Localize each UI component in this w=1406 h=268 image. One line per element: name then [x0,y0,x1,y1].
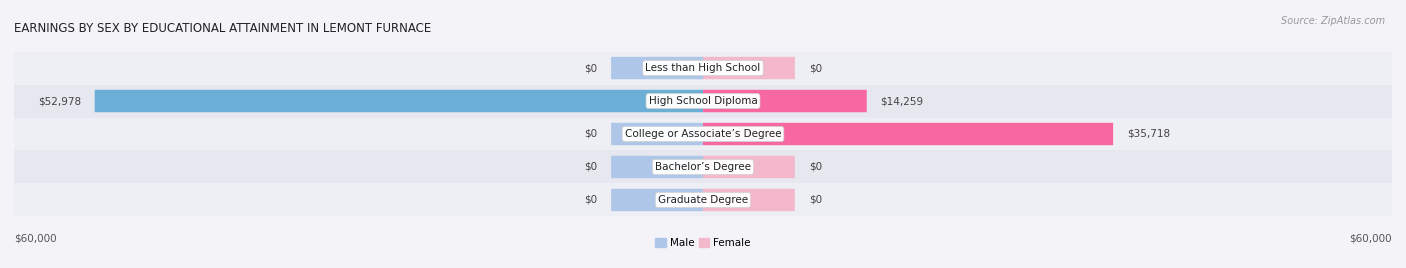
FancyBboxPatch shape [703,189,794,211]
Text: Bachelor’s Degree: Bachelor’s Degree [655,162,751,172]
Text: $0: $0 [808,63,821,73]
Text: High School Diploma: High School Diploma [648,96,758,106]
Text: Less than High School: Less than High School [645,63,761,73]
Text: $35,718: $35,718 [1126,129,1170,139]
Text: $0: $0 [585,63,598,73]
FancyBboxPatch shape [703,156,794,178]
FancyBboxPatch shape [612,156,703,178]
FancyBboxPatch shape [703,90,866,112]
Text: $14,259: $14,259 [880,96,924,106]
FancyBboxPatch shape [612,189,703,211]
Text: College or Associate’s Degree: College or Associate’s Degree [624,129,782,139]
Bar [14,84,1392,117]
Text: $0: $0 [585,162,598,172]
Text: $0: $0 [808,162,821,172]
Text: EARNINGS BY SEX BY EDUCATIONAL ATTAINMENT IN LEMONT FURNACE: EARNINGS BY SEX BY EDUCATIONAL ATTAINMEN… [14,21,432,35]
FancyBboxPatch shape [703,57,794,79]
Text: $60,000: $60,000 [1350,234,1392,244]
Text: Graduate Degree: Graduate Degree [658,195,748,205]
Bar [14,184,1392,217]
Text: $0: $0 [808,195,821,205]
Text: $0: $0 [585,195,598,205]
FancyBboxPatch shape [94,90,703,112]
Bar [14,51,1392,84]
Text: $0: $0 [585,129,598,139]
Text: Source: ZipAtlas.com: Source: ZipAtlas.com [1281,16,1385,26]
Legend: Male, Female: Male, Female [651,234,755,252]
Text: $60,000: $60,000 [14,234,56,244]
FancyBboxPatch shape [612,57,703,79]
FancyBboxPatch shape [612,123,703,145]
Bar [14,151,1392,184]
FancyBboxPatch shape [703,123,1114,145]
Bar [14,117,1392,151]
Text: $52,978: $52,978 [38,96,82,106]
